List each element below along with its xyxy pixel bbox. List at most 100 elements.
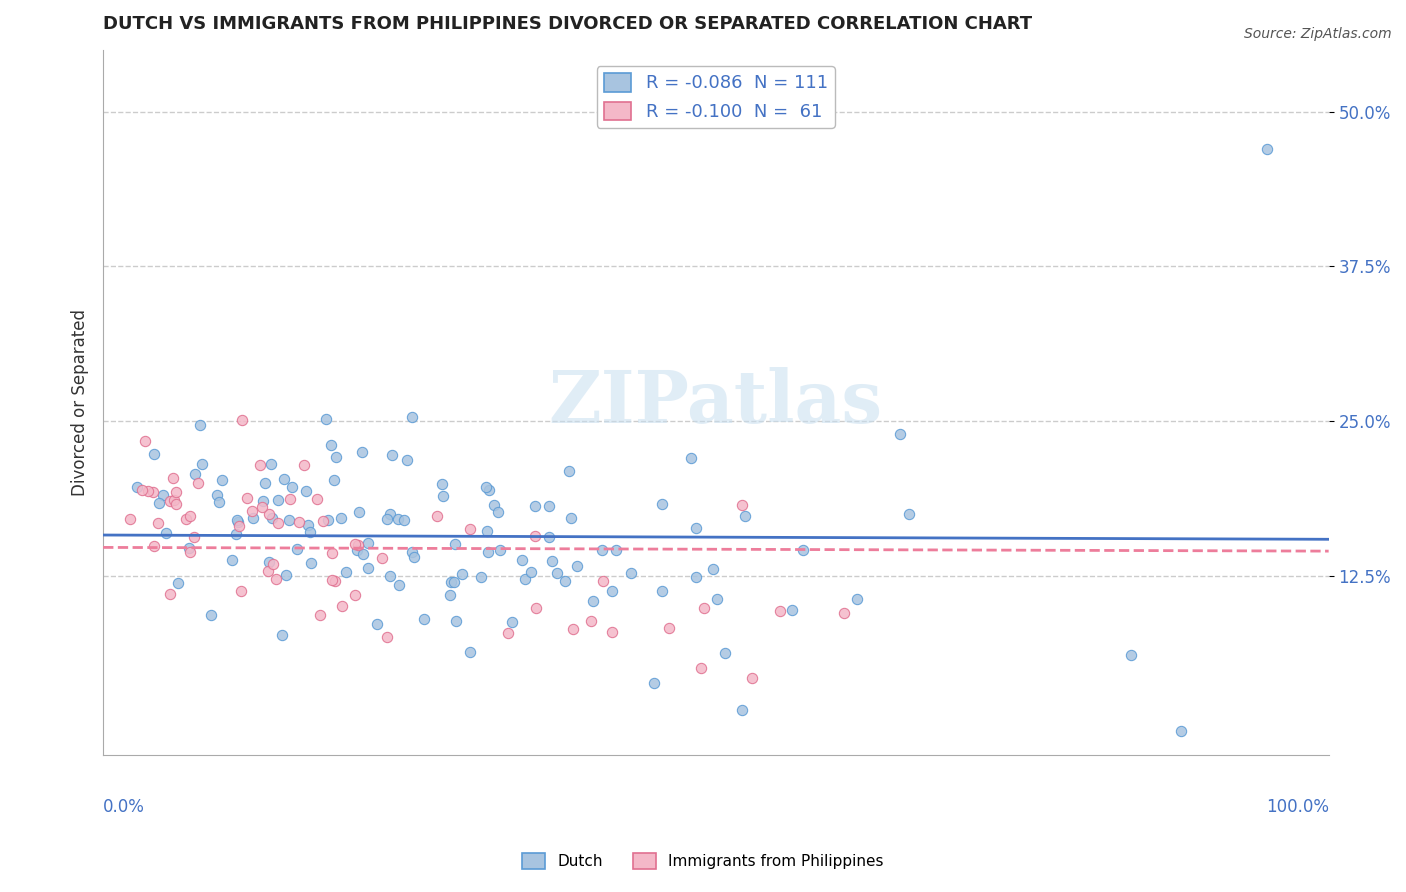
dutch_scatter: [450, 566, 472, 581]
dutch_scatter: [357, 561, 380, 575]
dutch_scatter: [554, 574, 576, 588]
phil_scatter: [228, 518, 250, 533]
dutch_scatter: [252, 493, 274, 508]
phil_scatter: [325, 574, 347, 588]
phil_scatter: [142, 484, 165, 499]
Text: 100.0%: 100.0%: [1265, 797, 1329, 815]
phil_scatter: [240, 504, 263, 518]
Text: ZIPatlas: ZIPatlas: [548, 368, 883, 438]
dutch_scatter: [489, 542, 512, 557]
dutch_scatter: [685, 521, 707, 535]
dutch_scatter: [510, 552, 533, 566]
dutch_scatter: [470, 570, 492, 584]
phil_scatter: [131, 483, 153, 498]
dutch_scatter: [253, 475, 276, 490]
dutch_scatter: [225, 513, 247, 527]
dutch_scatter: [1256, 142, 1278, 156]
dutch_scatter: [404, 550, 426, 565]
dutch_scatter: [319, 438, 342, 452]
dutch_scatter: [681, 451, 703, 466]
dutch_scatter: [600, 584, 623, 599]
dutch_scatter: [211, 473, 233, 487]
phil_scatter: [148, 516, 170, 530]
dutch_scatter: [651, 497, 673, 511]
dutch_scatter: [591, 543, 613, 558]
phil_scatter: [344, 588, 367, 602]
dutch_scatter: [565, 558, 588, 573]
dutch_scatter: [780, 603, 803, 617]
dutch_scatter: [281, 480, 304, 494]
dutch_scatter: [582, 593, 605, 607]
phil_scatter: [689, 660, 711, 674]
dutch_scatter: [714, 647, 737, 661]
phil_scatter: [120, 511, 142, 525]
dutch_scatter: [643, 675, 665, 690]
phil_scatter: [267, 516, 290, 530]
dutch_scatter: [444, 614, 467, 628]
dutch_scatter: [299, 524, 322, 539]
dutch_scatter: [792, 543, 814, 558]
dutch_scatter: [366, 616, 388, 631]
phil_scatter: [693, 601, 716, 615]
dutch_scatter: [651, 584, 673, 599]
phil_scatter: [426, 509, 449, 524]
dutch_scatter: [401, 545, 423, 559]
phil_scatter: [159, 587, 181, 601]
dutch_scatter: [546, 566, 568, 580]
phil_scatter: [162, 493, 184, 508]
phil_scatter: [371, 551, 394, 566]
dutch_scatter: [478, 483, 501, 498]
phil_scatter: [256, 564, 278, 578]
phil_scatter: [312, 514, 335, 528]
dutch_scatter: [242, 511, 264, 525]
dutch_scatter: [225, 527, 247, 541]
dutch_scatter: [475, 524, 498, 538]
dutch_scatter: [558, 464, 581, 478]
phil_scatter: [496, 625, 519, 640]
dutch_scatter: [184, 467, 207, 482]
phil_scatter: [142, 539, 165, 553]
phil_scatter: [524, 601, 547, 615]
dutch_scatter: [706, 592, 728, 607]
Text: Source: ZipAtlas.com: Source: ZipAtlas.com: [1244, 27, 1392, 41]
phil_scatter: [741, 672, 763, 686]
dutch_scatter: [226, 515, 249, 529]
phil_scatter: [321, 545, 343, 559]
phil_scatter: [309, 607, 332, 622]
dutch_scatter: [155, 526, 177, 541]
phil_scatter: [769, 604, 792, 618]
dutch_scatter: [295, 484, 318, 499]
phil_scatter: [375, 630, 398, 644]
dutch_scatter: [350, 444, 373, 458]
phil_scatter: [136, 484, 159, 499]
dutch_scatter: [177, 541, 200, 555]
dutch_scatter: [330, 510, 353, 524]
phil_scatter: [294, 458, 316, 473]
phil_scatter: [264, 572, 287, 586]
dutch_scatter: [267, 493, 290, 508]
phil_scatter: [250, 500, 273, 514]
dutch_scatter: [285, 541, 308, 556]
dutch_scatter: [356, 536, 378, 550]
dutch_scatter: [259, 457, 281, 471]
phil_scatter: [305, 492, 328, 507]
dutch_scatter: [205, 488, 228, 502]
dutch_scatter: [685, 570, 707, 584]
dutch_scatter: [142, 446, 165, 460]
dutch_scatter: [477, 545, 499, 559]
phil_scatter: [602, 624, 624, 639]
phil_scatter: [321, 573, 343, 587]
Legend: Dutch, Immigrants from Philippines: Dutch, Immigrants from Philippines: [516, 847, 890, 875]
phil_scatter: [176, 512, 198, 526]
dutch_scatter: [274, 568, 297, 582]
phil_scatter: [134, 434, 156, 449]
phil_scatter: [166, 497, 188, 511]
dutch_scatter: [458, 645, 481, 659]
dutch_scatter: [278, 513, 301, 527]
phil_scatter: [187, 475, 209, 490]
dutch_scatter: [1170, 723, 1192, 738]
phil_scatter: [162, 471, 184, 485]
dutch_scatter: [413, 612, 436, 626]
phil_scatter: [658, 621, 681, 635]
phil_scatter: [288, 515, 311, 529]
